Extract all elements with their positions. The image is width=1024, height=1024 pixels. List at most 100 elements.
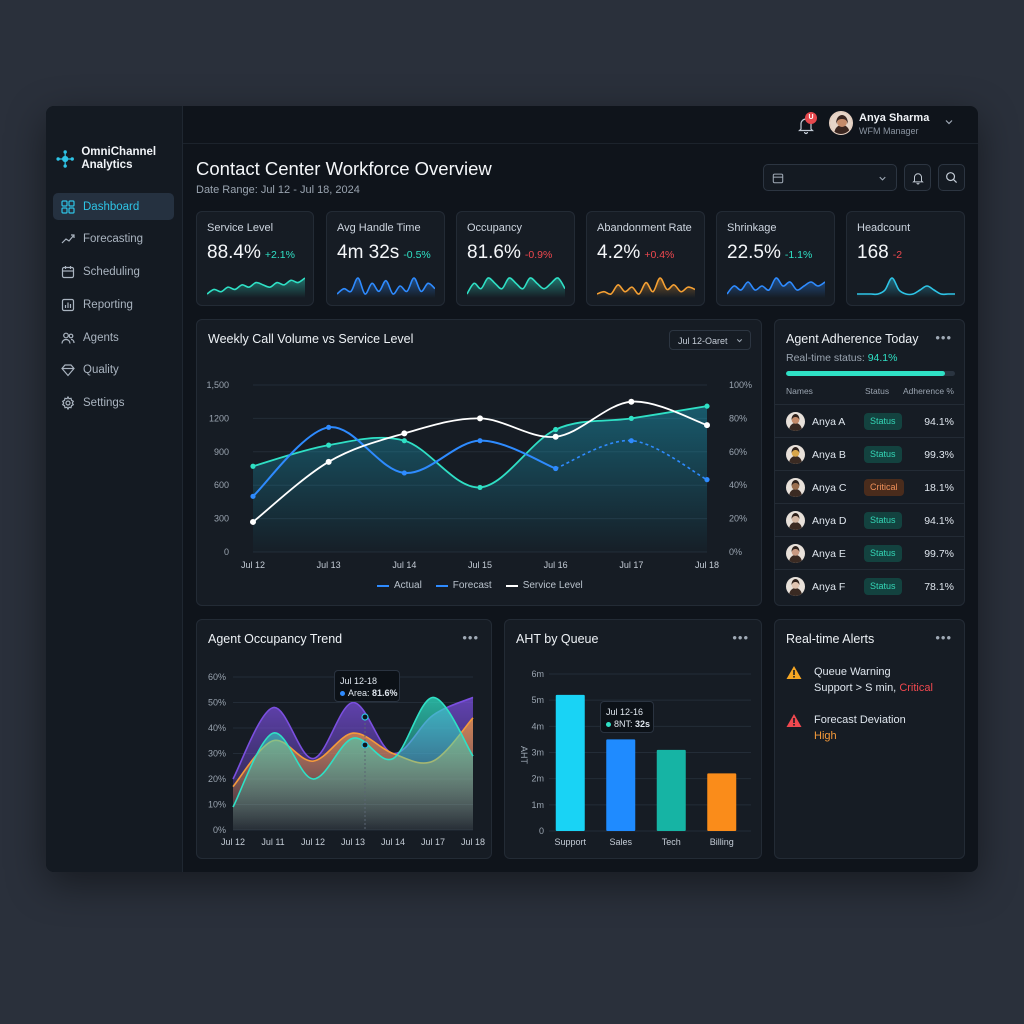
- y-tick-label: 1m: [531, 800, 544, 810]
- user-role: WFM Manager: [859, 126, 919, 136]
- card-title: Real-time Alerts: [786, 632, 875, 646]
- sidebar-item-quality[interactable]: Quality: [53, 357, 174, 384]
- more-options-icon[interactable]: •••: [462, 630, 479, 645]
- data-point: [250, 518, 256, 525]
- sidebar-item-reporting[interactable]: Reporting: [53, 291, 174, 318]
- kpi-card-avg-handle-time[interactable]: Avg Handle Time 4m 32s -0.5%: [326, 211, 445, 306]
- date-range-dropdown[interactable]: Jul 12-Oaret: [669, 330, 751, 350]
- tooltip-row: 8NT: 32s: [606, 718, 653, 730]
- legend-forecast[interactable]: Forecast: [435, 580, 492, 591]
- table-row[interactable]: Anya F Status 78.1%: [775, 569, 964, 602]
- tooltip-date: Jul 12-18: [340, 676, 378, 686]
- agent-portrait-icon: [786, 544, 805, 563]
- sparkline-line: [207, 277, 305, 295]
- bar-sales: [606, 739, 636, 831]
- more-options-icon[interactable]: •••: [935, 330, 952, 345]
- sidebar-item-agents[interactable]: Agents: [53, 324, 174, 351]
- table-row[interactable]: Anya B Status 99.3%: [775, 437, 964, 470]
- sidebar-item-label: Forecasting: [83, 233, 144, 246]
- chevron-down-icon[interactable]: [943, 116, 955, 128]
- more-options-icon[interactable]: •••: [732, 630, 749, 645]
- sidebar-nav: Dashboard Forecasting Scheduling Reporti…: [53, 193, 174, 423]
- legend-actual[interactable]: Actual: [377, 580, 422, 591]
- status-value: 94.1%: [867, 352, 898, 364]
- search-button[interactable]: [938, 164, 965, 191]
- sidebar-item-dashboard[interactable]: Dashboard: [53, 193, 174, 220]
- date-picker[interactable]: [763, 164, 897, 191]
- table-row[interactable]: Anya E Status 99.7%: [775, 536, 964, 569]
- adherence-value: 18.1%: [924, 482, 954, 494]
- bar-billing: [707, 773, 737, 831]
- table-row[interactable]: Anya D Status 94.1%: [775, 503, 964, 536]
- user-name: Anya Sharma: [859, 112, 930, 124]
- kpi-label: Service Level: [207, 222, 274, 234]
- bar-support: [555, 694, 585, 831]
- agent-portrait-icon: [786, 412, 805, 431]
- brand[interactable]: OmniChannel Analytics: [55, 146, 182, 172]
- status-badge: Critical: [864, 479, 904, 496]
- y2-tick-label: 100%: [729, 380, 752, 390]
- alert-detail-text: Support > S min,: [814, 682, 897, 694]
- gear-icon: [61, 396, 75, 411]
- chart-legend: Actual Forecast Service Level: [377, 580, 583, 591]
- alert-severity: Critical: [899, 682, 933, 694]
- data-point: [628, 415, 634, 421]
- x-tick-label: Jul 17: [421, 837, 445, 847]
- kpi-card-abandonment-rate[interactable]: Abandonment Rate 4.2% +0.4%: [586, 211, 705, 306]
- user-portrait-icon: [830, 112, 852, 134]
- alert-detail: Support > S min, Critical: [814, 680, 964, 696]
- search-icon: [946, 172, 958, 184]
- forecast-line: [555, 439, 708, 481]
- realtime-alerts-card: Real-time Alerts ••• Queue Warning Suppo…: [774, 619, 965, 859]
- table-row[interactable]: Anya C Critical 18.1%: [775, 470, 964, 503]
- kpi-card-occupancy[interactable]: Occupancy 81.6% -0.9%: [456, 211, 575, 306]
- alerts-button[interactable]: [904, 164, 931, 191]
- notifications-button[interactable]: U: [796, 112, 817, 135]
- sidebar-item-label: Scheduling: [83, 266, 140, 279]
- x-tick-label: Jul 18: [461, 837, 485, 847]
- chevron-down-icon: [736, 339, 743, 343]
- kpi-card-shrinkage[interactable]: Shrinkage 22.5% -1.1%: [716, 211, 835, 306]
- area-fill: [253, 406, 707, 552]
- kpi-value: 88.4% +2.1%: [207, 242, 295, 264]
- column-header: Names: [786, 386, 813, 396]
- sidebar-item-label: Agents: [83, 331, 119, 344]
- agent-name: Anya D: [812, 515, 847, 527]
- alert-text: Queue Warning Support > S min, Critical: [814, 664, 964, 696]
- aht-bar-chart: 0 1m 2m 3m 4m 5m 6m AHT Support Sales Tech Billing: [519, 669, 751, 847]
- table-row[interactable]: Anya A Status 94.1%: [775, 404, 964, 437]
- adherence-value: 99.3%: [924, 449, 954, 461]
- kpi-sparkline: [597, 277, 695, 298]
- sidebar-item-forecasting[interactable]: Forecasting: [53, 226, 174, 253]
- adherence-value: 94.1%: [924, 515, 954, 527]
- sparkline-line: [337, 277, 435, 295]
- tooltip-label: 8NT:: [614, 719, 633, 729]
- x-tick-label: Sales: [609, 837, 632, 847]
- legend-service-level[interactable]: Service Level: [505, 580, 583, 591]
- y-tick-label: 1200: [209, 413, 229, 423]
- user-avatar[interactable]: [829, 111, 853, 135]
- sparkline-line: [727, 277, 825, 295]
- sparkline-line: [597, 277, 695, 296]
- bar-tech: [656, 749, 686, 831]
- data-point: [553, 465, 559, 472]
- y2-tick-label: 0%: [729, 547, 742, 557]
- data-point: [401, 470, 407, 476]
- data-point: [250, 493, 256, 499]
- y-tick-label: 10%: [208, 800, 226, 810]
- kpi-card-headcount[interactable]: Headcount 168 -2: [846, 211, 965, 306]
- agent-portrait-icon: [786, 577, 805, 596]
- more-options-icon[interactable]: •••: [935, 630, 952, 645]
- highlight-point: [361, 741, 369, 749]
- alert-title: Queue Warning: [814, 666, 891, 678]
- x-tick-label: Jul 11: [261, 837, 284, 847]
- sidebar-item-settings[interactable]: Settings: [53, 390, 174, 417]
- sidebar-item-scheduling[interactable]: Scheduling: [53, 259, 174, 286]
- data-point: [477, 415, 483, 422]
- kpi-number: 81.6%: [467, 242, 521, 263]
- sidebar-item-label: Reporting: [83, 298, 133, 311]
- y2-tick-label: 60%: [729, 447, 747, 457]
- agent-name: Anya F: [812, 581, 846, 593]
- kpi-card-service-level[interactable]: Service Level 88.4% +2.1%: [196, 211, 314, 306]
- calendar-icon: [61, 266, 75, 279]
